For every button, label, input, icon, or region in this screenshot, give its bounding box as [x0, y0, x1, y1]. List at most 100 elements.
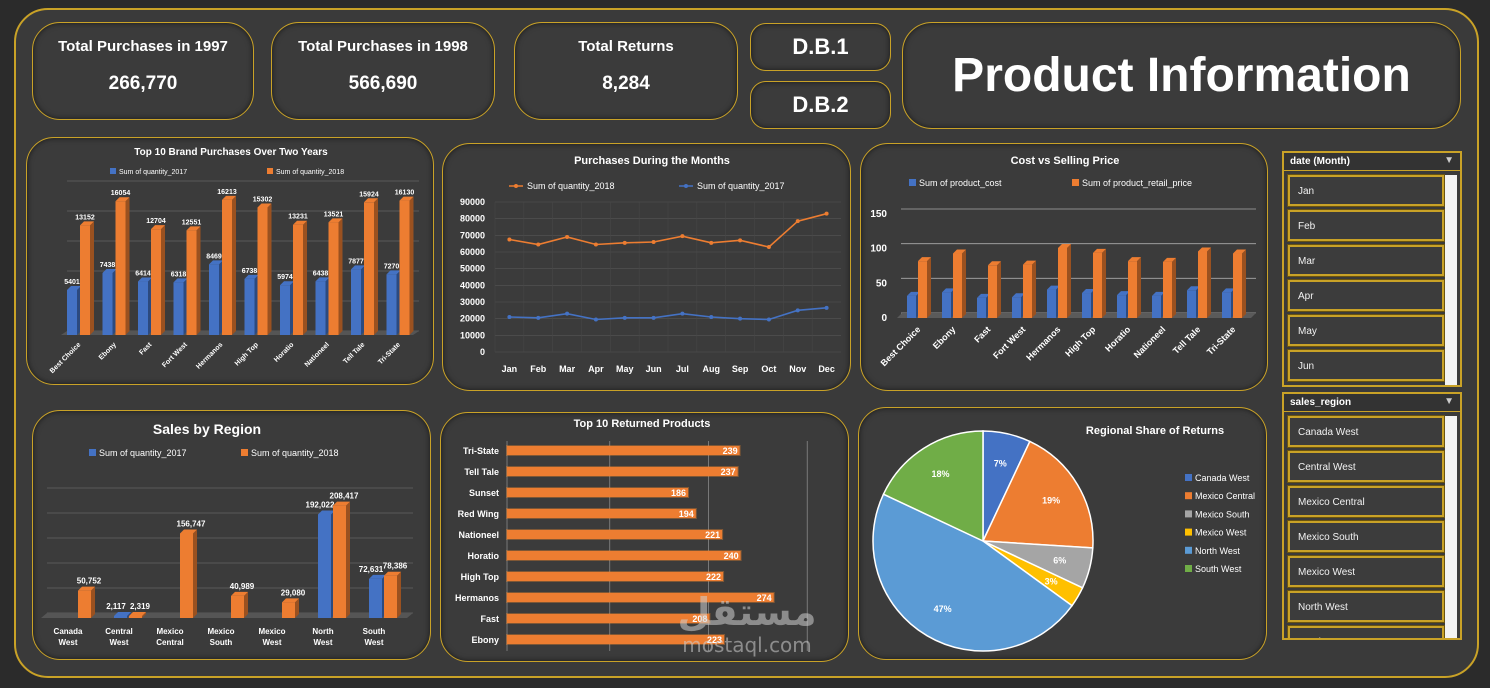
bar-2018	[180, 533, 193, 618]
data-label: 208	[692, 614, 707, 624]
data-label: 16054	[111, 190, 131, 197]
data-label: 7877	[348, 258, 364, 265]
monthly-purchases-chart: Purchases During the Months Sum of quanti…	[442, 143, 851, 391]
bar-price	[1023, 264, 1032, 318]
data-label: 3%	[1045, 576, 1058, 586]
bar-cost	[942, 292, 951, 318]
series-2018-point	[565, 235, 570, 239]
region-slicer-scrollbar[interactable]	[1445, 416, 1457, 638]
db1-button[interactable]: D.B.1	[750, 23, 891, 71]
y-tick-label: 0	[881, 313, 887, 324]
bar-2018-side	[196, 226, 201, 335]
series-2018-point	[536, 242, 541, 247]
data-label: 239	[723, 446, 738, 456]
bar-2018-side	[244, 591, 248, 618]
slicer-item-north-west[interactable]: North West	[1287, 590, 1445, 623]
slicer-item-mexico-central[interactable]: Mexico Central	[1287, 485, 1445, 518]
bar-2018-top	[384, 571, 401, 576]
bar-cost	[1222, 292, 1231, 318]
legend-label: Sum of product_cost	[919, 178, 1002, 188]
slicer-item-south-west[interactable]: South West	[1287, 625, 1445, 638]
bar-2018	[328, 222, 339, 335]
slicer-item-may[interactable]: May	[1287, 314, 1445, 347]
tick-label: Fort West	[991, 324, 1027, 360]
regional-returns-chart: Regional Share of Returns 7% 19% 6% 3% 47% 18%…	[858, 407, 1267, 660]
clear-filter-icon[interactable]: ▼	[1444, 396, 1454, 407]
x-tick-label: Dec	[818, 364, 835, 374]
series-2017-point	[622, 315, 627, 320]
series-2018-point	[766, 245, 771, 249]
slicer-item-apr[interactable]: Apr	[1287, 279, 1445, 312]
slicer-item-jun[interactable]: Jun	[1287, 349, 1445, 382]
watermark-arabic: مستقل	[677, 590, 817, 634]
bar-price-side	[1207, 247, 1211, 318]
chart-title: Top 10 Returned Products	[574, 418, 711, 430]
bar-2017-top	[209, 260, 223, 265]
y-tick-label: 100	[870, 244, 887, 255]
bar-2018-top	[222, 195, 236, 200]
data-label: 2,117	[106, 602, 126, 611]
kpi-value: 8,284	[602, 73, 650, 94]
y-tick-label: 0	[480, 347, 485, 357]
cost-vs-price-svg: Cost vs Selling Price Sum of product_cost…	[870, 155, 1256, 368]
tick-label: Tell Tale	[464, 467, 499, 477]
month-slicer-scrollbar[interactable]	[1445, 175, 1457, 385]
bar-price-side	[1137, 257, 1141, 318]
slicer-item-jan[interactable]: Jan	[1287, 174, 1445, 207]
bar-price	[1198, 251, 1207, 318]
legend-label: Mexico South	[1195, 509, 1250, 519]
data-label: 6738	[242, 268, 258, 275]
x-tick-label: Jun	[646, 364, 662, 374]
x-tick-label: Mar	[559, 364, 576, 374]
bar-price-side	[927, 257, 931, 318]
slicer-item-canada-west[interactable]: Canada West	[1287, 415, 1445, 448]
monthly-purchases-svg: Purchases During the Months Sum of quanti…	[460, 155, 841, 374]
data-label: 16130	[395, 190, 415, 197]
tick-label: Canada	[54, 627, 83, 636]
y-tick-label: 20000	[460, 314, 485, 324]
tick-label: Mexico	[258, 627, 285, 636]
series-2018-point	[709, 240, 714, 245]
chart-title: Regional Share of Returns	[1086, 425, 1224, 437]
slicer-item-mexico-west[interactable]: Mexico West	[1287, 555, 1445, 588]
slicer-item-mar[interactable]: Mar	[1287, 244, 1445, 277]
series-2017-point	[507, 315, 512, 319]
db2-button[interactable]: D.B.2	[750, 81, 891, 129]
bar-2018-side	[142, 612, 146, 618]
month-slicer-label: date (Month)	[1290, 156, 1350, 167]
bar-2017-top	[114, 612, 131, 616]
bar-price	[988, 265, 997, 318]
bar-2017	[138, 281, 148, 335]
series-2017-point	[536, 315, 541, 320]
bar-2018	[282, 602, 295, 618]
legend-swatch	[1185, 492, 1192, 500]
bar-2017-top	[369, 574, 386, 579]
bar-2017-top	[244, 274, 259, 279]
clear-filter-icon[interactable]: ▼	[1444, 155, 1454, 166]
data-label: 6438	[313, 270, 329, 277]
data-label: 223	[707, 635, 722, 645]
watermark: مستقل mostaql.com	[652, 590, 842, 670]
bar-price	[1093, 252, 1102, 318]
bar-price-top	[1198, 247, 1211, 252]
data-label: 7438	[100, 262, 116, 269]
slicer-item-feb[interactable]: Feb	[1287, 209, 1445, 242]
legend-swatch	[89, 449, 96, 456]
slicer-item-mexico-south[interactable]: Mexico South	[1287, 520, 1445, 553]
tick-label: Horatio	[468, 551, 500, 561]
bar-price-side	[1242, 249, 1246, 318]
brand-purchases-svg: Top 10 Brand Purchases Over Two Years Sum…	[49, 147, 419, 375]
bar-returns	[507, 635, 725, 644]
bar-2018-top	[328, 218, 343, 223]
legend-swatch	[1185, 528, 1192, 536]
bar-price-top	[953, 249, 966, 254]
slicer-item-central-west[interactable]: Central West	[1287, 450, 1445, 483]
bar-2018-top	[129, 612, 146, 616]
bar-returns	[507, 572, 724, 581]
tick-label: Best Choice	[49, 341, 83, 375]
pie-slice	[882, 430, 984, 543]
bar-2018-top	[257, 203, 272, 208]
bar-returns	[507, 488, 689, 497]
y-tick-label: 50000	[460, 264, 485, 274]
legend-label: Sum of quantity_2018	[276, 169, 344, 176]
